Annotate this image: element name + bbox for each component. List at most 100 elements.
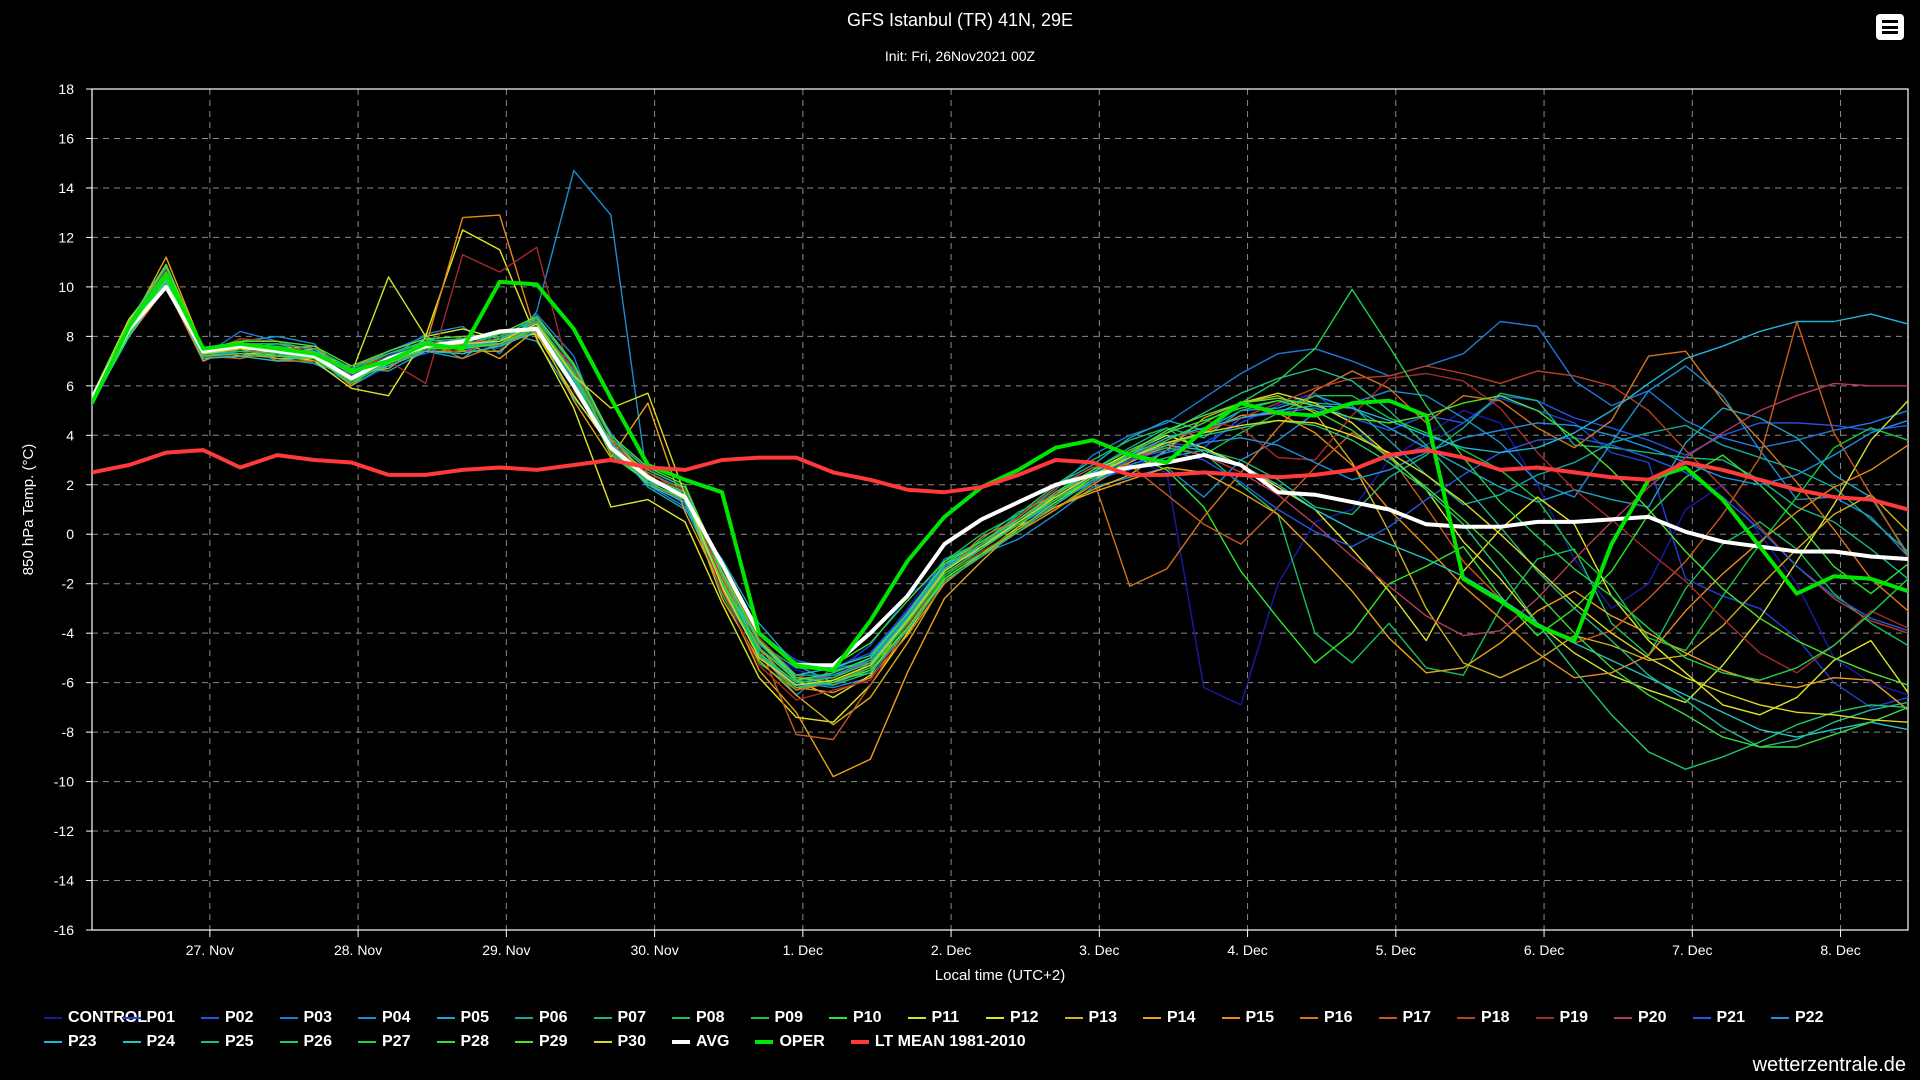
series-line-p25 (92, 266, 1908, 748)
legend-swatch (122, 1017, 141, 1019)
legend-item[interactable]: P21 (1692, 1009, 1772, 1027)
legend-row: P23 P24 P25 P26 P27 P28 P29 P30 AVG OPER LT MEAN 1… (44, 1030, 1904, 1054)
legend-row: CONTROL P01 P02 P03 P04 P05 P06 P07 P08 P09 P10 P11… (44, 1006, 1904, 1030)
legend-label: CONTROL (68, 1009, 148, 1026)
legend-swatch (1378, 1017, 1397, 1019)
series-line-p17 (92, 273, 1908, 741)
legend-item[interactable]: P05 (436, 1009, 516, 1027)
legend-item[interactable]: AVG (672, 1033, 729, 1051)
legend-label: P07 (617, 1009, 646, 1026)
legend-swatch (436, 1041, 455, 1043)
legend-item[interactable]: P04 (358, 1009, 437, 1027)
chart-title: GFS Istanbul (TR) 41N, 29E (846, 10, 1074, 30)
legend-item[interactable]: OPER (755, 1033, 825, 1051)
y-tick-label: 18 (58, 81, 74, 97)
legend-item[interactable]: P03 (279, 1009, 359, 1027)
legend-item[interactable]: P18 (1457, 1009, 1536, 1027)
legend-swatch (201, 1041, 219, 1043)
legend-label: P16 (1324, 1009, 1353, 1026)
legend-swatch (1143, 1017, 1161, 1019)
series-line-p29 (92, 263, 1908, 686)
legend-label: P12 (1010, 1009, 1039, 1026)
legend-item[interactable]: P19 (1535, 1009, 1615, 1027)
legend-item[interactable]: P30 (593, 1033, 673, 1051)
series-line-control (92, 281, 1908, 706)
series-line-p26 (92, 276, 1908, 770)
legend-swatch (750, 1017, 769, 1019)
legend-item[interactable]: P17 (1378, 1009, 1458, 1027)
legend-item[interactable]: P20 (1614, 1009, 1693, 1027)
legend-label: OPER (779, 1033, 825, 1050)
legend-item[interactable]: P11 (907, 1009, 987, 1027)
legend-item[interactable]: P09 (750, 1009, 830, 1027)
legend-label: P27 (382, 1033, 411, 1050)
x-tick-label: 27. Nov (186, 942, 234, 958)
legend-label: P09 (774, 1009, 803, 1026)
legend-label: P02 (225, 1009, 254, 1026)
legend-swatch (829, 1017, 847, 1019)
legend-label: P14 (1167, 1009, 1196, 1026)
y-tick-label: 12 (58, 229, 74, 245)
legend-item[interactable]: P28 (436, 1033, 516, 1051)
legend-label: P23 (68, 1033, 97, 1050)
legend-item[interactable]: CONTROL (44, 1009, 147, 1027)
legend-item[interactable]: P02 (201, 1009, 280, 1027)
legend-item[interactable]: LT MEAN 1981-2010 (850, 1033, 1026, 1051)
legend-item[interactable]: P26 (279, 1033, 359, 1051)
y-tick-label: -2 (62, 576, 75, 592)
legend-item[interactable]: P15 (1221, 1009, 1301, 1027)
chart-legend: CONTROL P01 P02 P03 P04 P05 P06 P07 P08 P09 P10 P11… (44, 1006, 1904, 1054)
hamburger-menu-icon[interactable] (1876, 14, 1904, 40)
legend-label: P24 (146, 1033, 175, 1050)
legend-label: P11 (931, 1009, 960, 1026)
legend-item[interactable]: P29 (515, 1033, 594, 1051)
source-credit: wetterzentrale.de (1752, 1054, 1906, 1076)
legend-item[interactable]: P10 (829, 1009, 908, 1027)
legend-item[interactable]: P23 (44, 1033, 123, 1051)
y-tick-label: -8 (62, 724, 75, 740)
x-tick-label: 8. Dec (1820, 942, 1860, 958)
series-group (92, 169, 1908, 778)
legend-item[interactable]: P24 (122, 1033, 202, 1051)
legend-item[interactable]: P08 (672, 1009, 751, 1027)
legend-swatch (672, 1017, 690, 1019)
legend-item[interactable]: P13 (1064, 1009, 1144, 1027)
legend-item[interactable]: P07 (593, 1009, 673, 1027)
legend-swatch (358, 1017, 376, 1019)
x-tick-label: 3. Dec (1079, 942, 1119, 958)
legend-swatch (1692, 1017, 1711, 1019)
legend-item[interactable]: P27 (358, 1033, 437, 1051)
legend-label: P20 (1638, 1009, 1667, 1026)
legend-label: P26 (303, 1033, 332, 1050)
legend-label: P13 (1088, 1009, 1117, 1026)
y-tick-label: -12 (54, 823, 74, 839)
legend-item[interactable]: P16 (1300, 1009, 1379, 1027)
legend-label: P18 (1481, 1009, 1510, 1026)
legend-item[interactable]: P22 (1771, 1009, 1850, 1027)
legend-label: P17 (1402, 1009, 1431, 1026)
x-axis-label: Local time (UTC+2) (935, 967, 1065, 984)
legend-label: P08 (696, 1009, 725, 1026)
legend-swatch (850, 1040, 869, 1044)
legend-label: P28 (460, 1033, 489, 1050)
y-tick-label: -6 (62, 675, 75, 691)
legend-item[interactable]: P06 (515, 1009, 594, 1027)
legend-item[interactable]: P25 (201, 1033, 280, 1051)
x-tick-label: 7. Dec (1672, 942, 1712, 958)
legend-label: LT MEAN 1981-2010 (874, 1033, 1026, 1050)
y-tick-label: 10 (58, 279, 74, 295)
y-tick-label: 6 (66, 378, 74, 394)
legend-swatch (1457, 1017, 1475, 1019)
y-tick-label: 14 (58, 180, 74, 196)
y-axis-label: 850 hPa Temp. (°C) (20, 444, 37, 576)
x-tick-label: 4. Dec (1227, 942, 1267, 958)
legend-item[interactable]: P14 (1143, 1009, 1222, 1027)
legend-label: P15 (1245, 1009, 1274, 1026)
y-tick-label: -16 (54, 922, 74, 938)
legend-swatch (755, 1040, 774, 1044)
series-line-p28 (92, 278, 1908, 748)
legend-item[interactable]: P12 (986, 1009, 1065, 1027)
legend-item[interactable]: P01 (122, 1009, 202, 1027)
legend-label: P22 (1795, 1009, 1824, 1026)
x-tick-label: 28. Nov (334, 942, 382, 958)
